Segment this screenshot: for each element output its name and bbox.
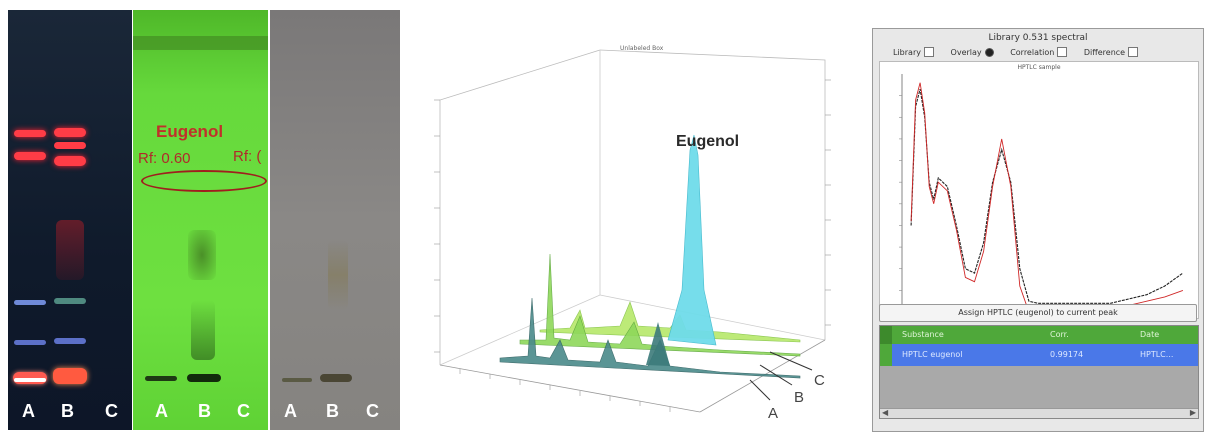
- horizontal-scrollbar[interactable]: ◀ ▶: [880, 408, 1198, 418]
- floor-back-edge: [599, 294, 826, 341]
- band-lane-b-start: [320, 374, 352, 382]
- front-axis-ticks: [459, 369, 671, 412]
- rf-value-label-cut: Rf: (: [233, 148, 262, 165]
- track-c-pointer: [769, 351, 813, 371]
- floor-left-edge: [439, 294, 601, 366]
- band-lane-a-red-2: [14, 152, 46, 160]
- lane-label-c: C: [237, 401, 250, 421]
- spectrum-chart-area: HPTLC sample: [879, 61, 1199, 319]
- table-header-row: Substance Corr. Date: [880, 326, 1198, 344]
- cell-corr: 0.99174: [1050, 350, 1084, 359]
- band-lane-b-red-3: [54, 156, 86, 166]
- lane-label-c: C: [105, 401, 118, 421]
- difference-checkbox[interactable]: [1128, 47, 1139, 57]
- track-label-a: A: [768, 405, 778, 422]
- spectrum-chart: [899, 74, 1192, 313]
- col-substance-header[interactable]: Substance: [902, 330, 944, 339]
- scroll-left-arrow-icon[interactable]: ◀: [882, 408, 889, 417]
- solvent-front: [133, 36, 268, 50]
- option-overlay-label: Overlay: [950, 47, 982, 57]
- floor-front-edge: [439, 364, 701, 413]
- wall-back-axis: [599, 49, 826, 340]
- correlation-checkbox[interactable]: [1057, 47, 1068, 57]
- track-b-pointer: [759, 364, 793, 386]
- scroll-right-arrow-icon[interactable]: ▶: [1189, 408, 1196, 417]
- densitogram-top-label: Unlabeled Box: [620, 45, 664, 52]
- spectrum-axes: [901, 74, 1192, 313]
- lane-label-c: C: [366, 401, 379, 421]
- band-lane-a-start-white: [14, 378, 46, 382]
- band-lane-b-lower: [191, 300, 215, 360]
- option-overlay[interactable]: Overlay: [950, 47, 994, 57]
- table-row[interactable]: HPTLC eugenol 0.99174 HPTLC...: [880, 344, 1198, 366]
- band-lane-b-trace: [328, 240, 348, 310]
- spectrum-series-2: [910, 82, 1184, 313]
- eugenol-peak-label: Eugenol: [676, 133, 739, 150]
- option-library-label: Library: [893, 47, 921, 57]
- track-c-profile: [539, 301, 801, 343]
- tlc-plate-uv254: Eugenol Rf: 0.60 Rf: ( A B C: [133, 10, 268, 430]
- right-axis-ticks: [825, 79, 831, 326]
- compound-label: Eugenol: [156, 122, 224, 141]
- track-label-b: B: [794, 389, 804, 406]
- rf-ellipse-marker: [141, 170, 267, 192]
- library-checkbox[interactable]: [923, 47, 934, 57]
- panel-title: Library 0.531 spectral: [988, 33, 1088, 43]
- option-correlation[interactable]: Correlation: [1010, 47, 1068, 57]
- overlay-radio[interactable]: [984, 47, 994, 57]
- library-results-table: Substance Corr. Date HPTLC eugenol 0.991…: [879, 325, 1199, 419]
- eugenol-peak: [667, 134, 717, 346]
- options-row: Library Overlay Correlation Difference: [893, 47, 1193, 57]
- left-axis-ticks: [434, 99, 440, 353]
- option-library[interactable]: Library: [893, 47, 934, 57]
- track-b-profile: [519, 253, 801, 357]
- band-lane-b-red-1: [54, 128, 86, 137]
- spectrum-series-1: [910, 88, 1184, 304]
- cell-substance: HPTLC eugenol: [902, 350, 963, 359]
- option-correlation-label: Correlation: [1010, 47, 1055, 57]
- band-lane-b-start: [187, 374, 221, 382]
- band-lane-b-red-2: [54, 142, 86, 149]
- band-lane-b-start: [53, 368, 87, 384]
- track-label-c: C: [814, 372, 825, 389]
- cell-date: HPTLC...: [1140, 350, 1174, 359]
- band-lane-b-red-smear: [56, 220, 84, 280]
- band-lane-a-blue-1: [14, 300, 46, 305]
- spectra-comparison-window: Library 0.531 spectral Library Overlay C…: [872, 28, 1204, 432]
- band-lane-b-blue: [54, 338, 86, 344]
- band-lane-a-blue-2: [14, 340, 46, 345]
- lane-label-a: A: [155, 401, 168, 421]
- band-lane-a-start: [145, 376, 177, 381]
- lane-label-b: B: [326, 401, 339, 421]
- row-handle-header: [880, 326, 892, 344]
- col-corr-header[interactable]: Corr.: [1050, 330, 1069, 339]
- track-a-pointer: [749, 379, 771, 401]
- assign-to-peak-button[interactable]: Assign HPTLC (eugenol) to current peak: [879, 304, 1197, 322]
- densitogram-3d: Unlabeled Box Eugenol A B C: [434, 45, 831, 422]
- option-difference-label: Difference: [1083, 47, 1126, 57]
- band-lane-b-green: [54, 298, 86, 304]
- tlc-plate-uv366: A B C: [8, 10, 132, 430]
- spectrum-chart-title: HPTLC sample: [1017, 64, 1061, 71]
- track-a-small-peak: [646, 322, 670, 366]
- lane-label-b: B: [198, 401, 211, 421]
- lane-label-a: A: [22, 401, 35, 421]
- option-difference[interactable]: Difference: [1083, 47, 1139, 57]
- tlc-plate-white-light: A B C: [270, 10, 400, 430]
- rf-value-label: Rf: 0.60: [138, 150, 191, 167]
- band-lane-a-red-1: [14, 130, 46, 137]
- band-lane-a-start: [282, 378, 312, 382]
- row-handle[interactable]: [880, 344, 892, 366]
- band-lane-b-smear: [188, 230, 216, 280]
- col-date-header[interactable]: Date: [1140, 330, 1160, 339]
- lane-label-b: B: [61, 401, 74, 421]
- lane-label-a: A: [284, 401, 297, 421]
